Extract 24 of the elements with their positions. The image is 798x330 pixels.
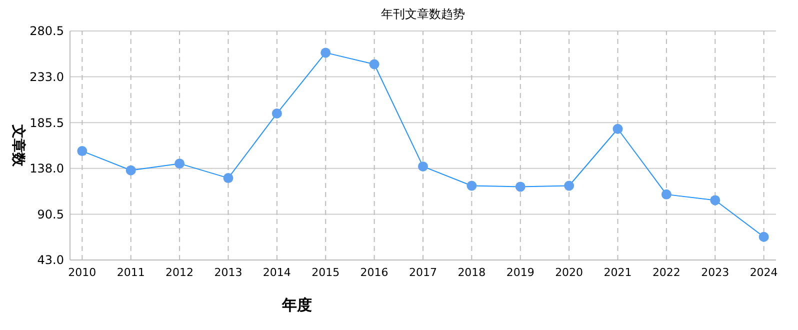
x-tick-label: 2016	[360, 266, 388, 279]
x-tick-label: 2021	[604, 266, 632, 279]
y-axis-title: 文章数	[10, 124, 27, 168]
x-tick-label: 2024	[750, 266, 778, 279]
x-tick-label: 2018	[458, 266, 486, 279]
x-tick-label: 2013	[214, 266, 242, 279]
x-tick-label: 2011	[116, 266, 145, 279]
x-tick-label: 2020	[555, 266, 584, 279]
x-axis-title: 年度	[281, 296, 312, 314]
y-tick-label: 90.5	[37, 207, 64, 222]
x-tick-label: 2022	[652, 266, 680, 279]
x-tick-label: 2014	[262, 266, 291, 279]
chart-title: 年刊文章数趋势	[381, 7, 465, 21]
x-tick-label: 2010	[68, 266, 96, 279]
x-tick-label: 2012	[166, 266, 194, 279]
x-tick-label: 2023	[701, 266, 730, 279]
x-tick-label: 2017	[409, 266, 437, 279]
x-tick-label: 2019	[506, 266, 534, 279]
y-tick-label: 185.5	[30, 116, 64, 130]
x-tick-label: 2015	[312, 266, 340, 279]
y-tick-label: 280.5	[30, 24, 64, 38]
y-tick-label: 43.0	[37, 253, 64, 268]
y-tick-label: 233.0	[30, 70, 64, 84]
y-tick-label: 138.0	[30, 162, 64, 176]
